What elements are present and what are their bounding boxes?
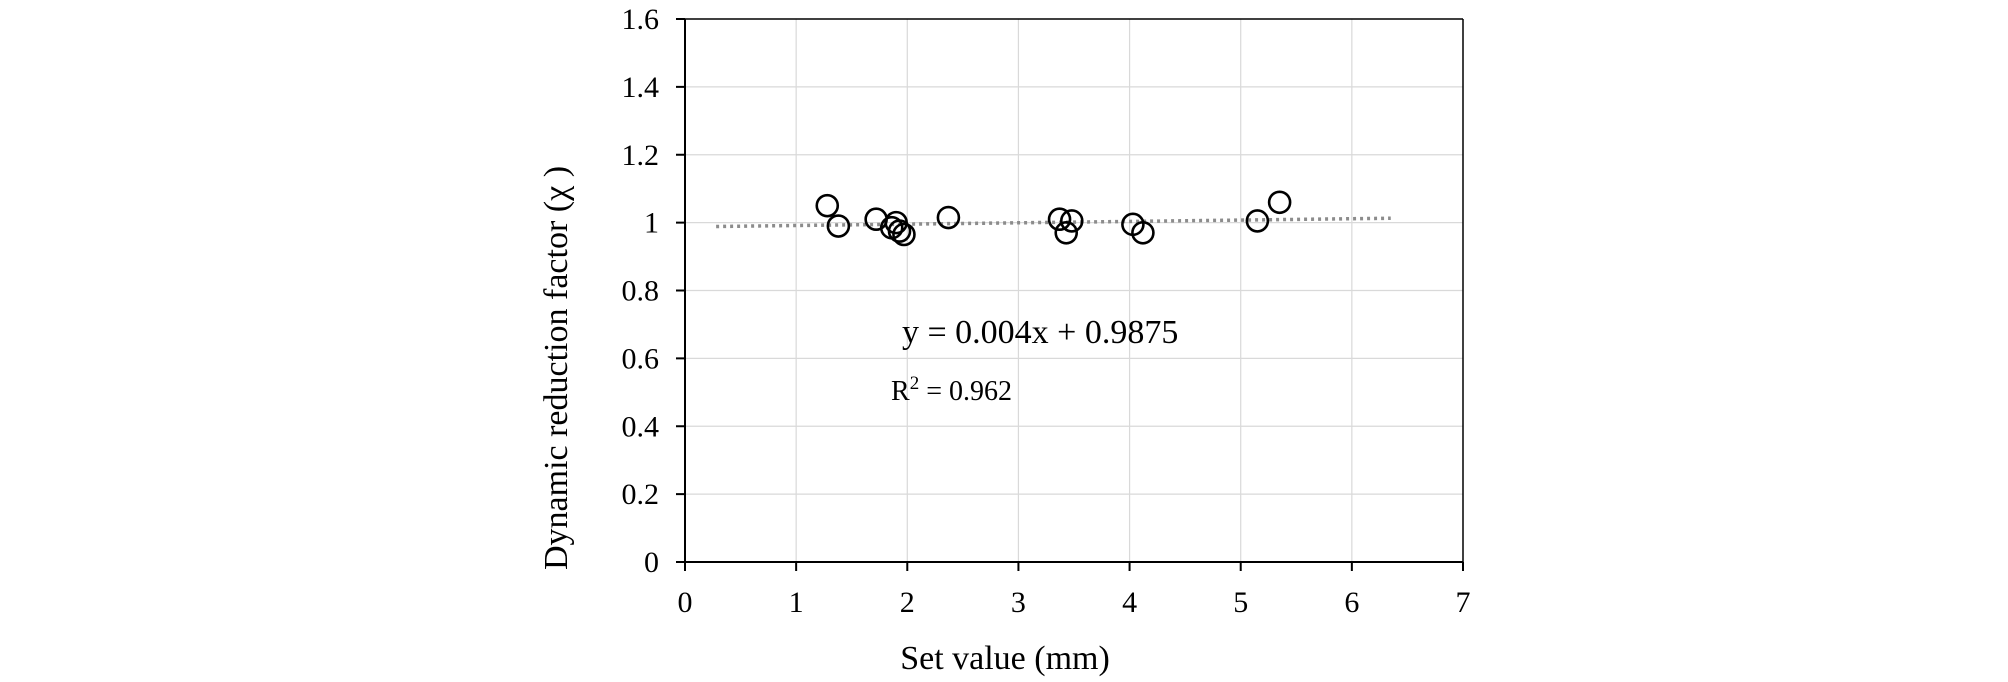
y-tick-label: 1.4	[622, 71, 660, 104]
r-squared-prefix: R	[891, 376, 910, 407]
grid	[685, 19, 1463, 562]
data-point	[1267, 190, 1292, 215]
data-points	[815, 190, 1292, 247]
y-tick-label: 0.2	[622, 478, 660, 511]
tick-labels: 0 1 2 3 4 5 6 7 0 0.2 0.4 0.6 0.8 1 1.2 1.4 1.6	[622, 3, 1471, 619]
r-squared-value: = 0.962	[919, 376, 1012, 407]
data-point	[892, 222, 916, 247]
data-point	[1054, 221, 1079, 245]
data-point	[864, 207, 888, 232]
x-tick-label: 1	[789, 586, 804, 619]
y-tick-label: 1.2	[622, 139, 660, 172]
x-tick-label: 0	[678, 586, 693, 619]
data-point	[887, 219, 912, 243]
data-point	[1131, 221, 1155, 245]
data-point	[826, 214, 851, 238]
y-tick-label: 1.6	[622, 3, 660, 36]
y-tick-label: 0.4	[622, 410, 660, 443]
y-tick-label: 0.8	[622, 275, 660, 308]
x-tick-label: 2	[900, 586, 915, 619]
x-tick-label: 3	[1011, 586, 1026, 619]
axes	[676, 18, 1464, 571]
r-squared-superscript: 2	[910, 373, 920, 394]
trendline-equation: y = 0.004x + 0.9875	[902, 314, 1178, 351]
x-tick-label: 7	[1456, 586, 1471, 619]
x-tick-label: 4	[1122, 586, 1137, 619]
data-point	[936, 205, 961, 230]
r-squared-label: R2 = 0.962	[891, 373, 1012, 407]
data-point	[815, 193, 840, 218]
y-tick-label: 0.6	[622, 342, 660, 375]
data-point	[1245, 209, 1270, 233]
x-tick-label: 5	[1233, 586, 1248, 619]
y-tick-label: 1	[644, 207, 659, 240]
x-tick-label: 6	[1344, 586, 1359, 619]
data-point	[1059, 209, 1084, 233]
x-axis-title: Set value (mm)	[900, 640, 1110, 677]
y-axis-title: Dynamic reduction factor (χ )	[538, 166, 575, 570]
y-tick-label: 0	[644, 546, 659, 579]
data-point	[1047, 207, 1072, 232]
